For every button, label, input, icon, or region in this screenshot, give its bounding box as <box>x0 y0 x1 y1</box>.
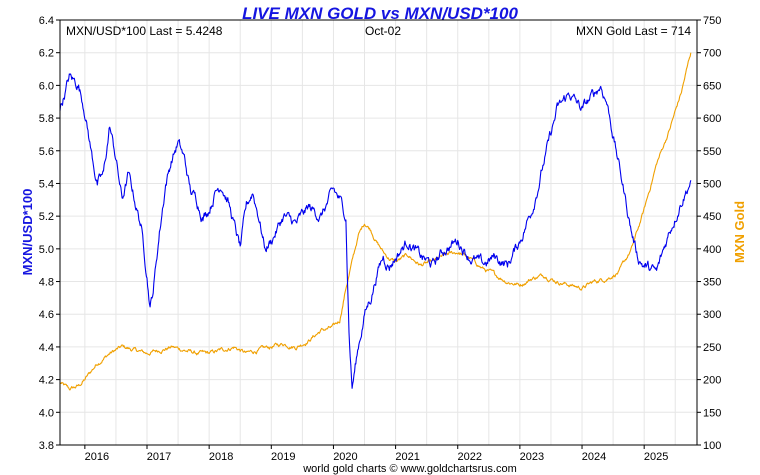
x-axis-ticks: 2016 2017 2018 2019 2020 2021 2022 2023 2024 2025 <box>84 445 668 463</box>
right-tick-label: 400 <box>703 244 721 256</box>
series-mxn-usd-line <box>59 73 692 389</box>
header-right-last: MXN Gold Last = 714 <box>576 24 691 38</box>
right-tick-label: 300 <box>703 309 721 321</box>
right-tick-label: 700 <box>703 48 721 60</box>
left-tick-label: 4.0 <box>39 407 54 419</box>
left-tick-label: 5.6 <box>39 146 54 158</box>
x-tick-label: 2018 <box>209 451 233 463</box>
left-tick-label: 5.8 <box>39 113 54 125</box>
right-tick-label: 550 <box>703 146 721 158</box>
right-tick-label: 100 <box>703 440 721 452</box>
right-axis-ticks: 100 150 200 250 300 350 400 450 500 550 600 650 700 7… <box>697 15 721 452</box>
left-tick-label: 4.4 <box>39 342 54 354</box>
right-tick-label: 500 <box>703 178 721 190</box>
chart-title: LIVE MXN GOLD vs MXN/USD*100 <box>242 4 518 23</box>
right-tick-label: 200 <box>703 375 721 387</box>
right-tick-label: 600 <box>703 113 721 125</box>
left-tick-label: 4.6 <box>39 309 54 321</box>
series-mxn-gold-line <box>59 52 692 391</box>
right-tick-label: 650 <box>703 80 721 92</box>
right-tick-label: 350 <box>703 277 721 289</box>
left-tick-label: 5.4 <box>39 178 54 190</box>
plot-area <box>60 20 697 445</box>
right-tick-label: 750 <box>703 15 721 27</box>
left-tick-label: 3.8 <box>39 440 54 452</box>
right-tick-label: 150 <box>703 407 721 419</box>
right-tick-label: 250 <box>703 342 721 354</box>
x-tick-label: 2021 <box>395 451 419 463</box>
left-tick-label: 5.0 <box>39 244 54 256</box>
left-tick-label: 4.2 <box>39 375 54 387</box>
left-tick-label: 6.0 <box>39 80 54 92</box>
left-axis-ticks: 3.8 4.0 4.2 4.4 4.6 4.8 5.0 5.2 5.4 5.6 5.8 6.0 6.2 6… <box>39 15 60 452</box>
header-date: Oct-02 <box>365 24 401 38</box>
x-tick-label: 2025 <box>644 451 668 463</box>
x-tick-label: 2016 <box>85 451 109 463</box>
x-tick-label: 2024 <box>582 451 606 463</box>
series-layer <box>59 52 692 391</box>
x-tick-label: 2023 <box>520 451 544 463</box>
x-tick-label: 2017 <box>147 451 171 463</box>
left-tick-label: 6.2 <box>39 48 54 60</box>
left-axis-label: MXN/USD*100 <box>20 189 35 276</box>
footer-credit: world gold charts © www.goldchartsrus.co… <box>302 463 517 475</box>
x-tick-label: 2020 <box>333 451 357 463</box>
x-tick-label: 2019 <box>271 451 295 463</box>
header-left-last: MXN/USD*100 Last = 5.4248 <box>66 24 223 38</box>
left-tick-label: 5.2 <box>39 211 54 223</box>
right-axis-label: MXN Gold <box>732 201 747 263</box>
left-tick-label: 6.4 <box>39 15 54 27</box>
plot-frame <box>59 19 698 446</box>
x-tick-label: 2022 <box>457 451 481 463</box>
left-tick-label: 4.8 <box>39 277 54 289</box>
right-tick-label: 450 <box>703 211 721 223</box>
